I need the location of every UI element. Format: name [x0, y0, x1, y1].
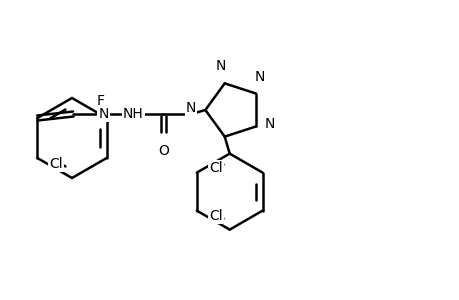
Text: N: N [264, 118, 275, 131]
Text: NH: NH [123, 107, 143, 121]
Text: N: N [215, 59, 225, 74]
Text: N: N [185, 101, 196, 115]
Text: Cl: Cl [208, 160, 222, 175]
Text: O: O [157, 144, 168, 158]
Text: F: F [96, 94, 104, 108]
Text: Cl: Cl [49, 157, 63, 171]
Text: Cl: Cl [208, 208, 222, 223]
Text: N: N [254, 70, 265, 83]
Text: N: N [98, 107, 108, 121]
